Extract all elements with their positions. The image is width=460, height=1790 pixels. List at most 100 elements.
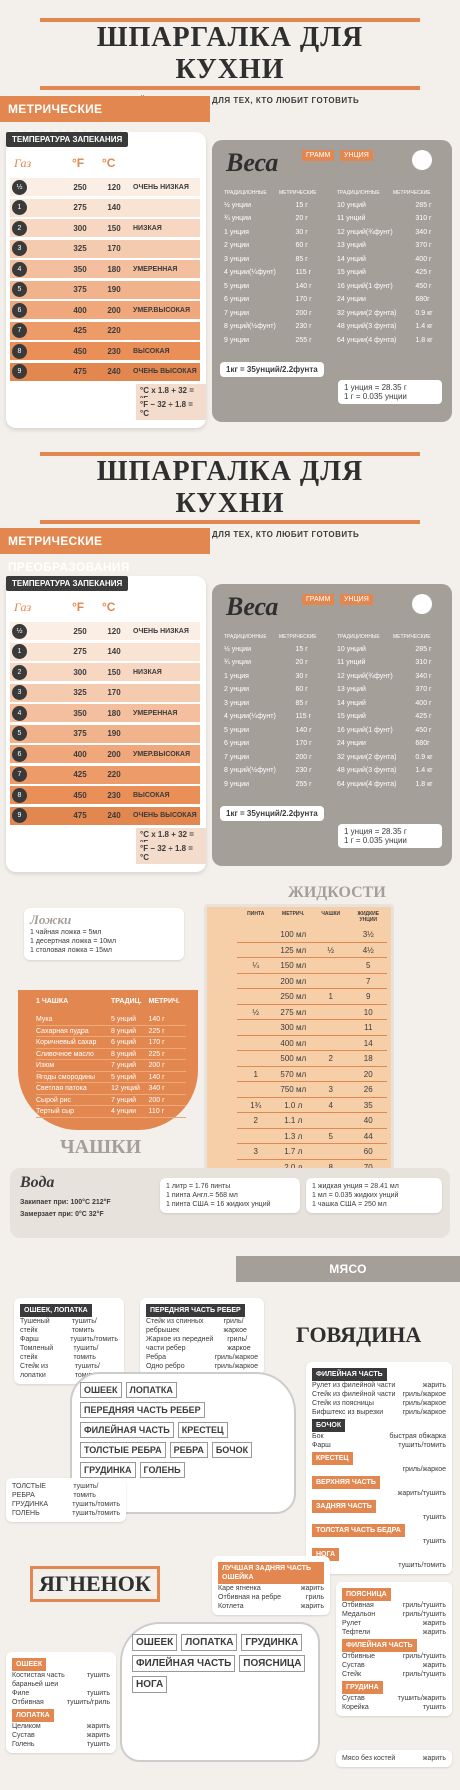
cups-metric: 200 г [148, 1062, 165, 1069]
oven-row: 9 475 240 ОЧЕНЬ ВЫСОКАЯ [10, 362, 200, 381]
cut-name: Целиком [12, 1723, 41, 1730]
cut-name: Сустав [342, 1662, 365, 1669]
cut-method: жарить [422, 1755, 446, 1762]
cut-name: Отбивная на ребре [218, 1594, 281, 1601]
weight-row: 32 унции(2 фунта) 0.9 кг [337, 309, 449, 323]
lamb-box-7: Мясо без костей жарить [336, 1750, 452, 1767]
cut-method: тушить/томить [73, 1345, 99, 1361]
header-2: ШПАРГАЛКА ДЛЯ КУХНИ УДОБНЫЙ СПРАВОЧНИК Д… [40, 452, 420, 539]
oven-desc: УМЕРЕННАЯ [133, 709, 178, 717]
oven-desc: ОЧЕНЬ НИЗКАЯ [133, 627, 189, 635]
liquids-cell: 11 [364, 1023, 373, 1032]
liquids-cell: ¼ [252, 961, 260, 970]
weight-metric: 255 г [295, 336, 312, 344]
weight-head-trad: ТРАДИЦИОННЫЕ [224, 190, 267, 196]
liquids-cell: 1¾ [250, 1100, 262, 1110]
weight-trad: 6 унции [224, 740, 250, 747]
lamb-box-6-rows: Целиком жарить Сустав жарить Голень тушить [12, 1722, 110, 1749]
beef-box-3-rows: Рулет из филейной части жарить Стейк из фи… [312, 1381, 446, 1417]
water-c2-2: 1 чашка США = 250 мл [312, 1201, 387, 1208]
weight-trad: 5 унции [224, 282, 250, 290]
liquids-cell: 400 мл [280, 1038, 307, 1048]
liquids-row: 1 570 мл 20 [237, 1067, 387, 1082]
lamb-box-2-rows: Отбивная гриль/тушить Медальон гриль/тушить… [342, 1601, 446, 1637]
oven-label-2: ТЕМПЕРАТУРА ЗАПЕКАНИЯ [6, 576, 129, 591]
lamb-diagram: ОШЕЕК ЛОПАТКА ГРУДИНКА ФИЛЕЙНАЯ ЧАСТЬ ПОЯСНИ… [120, 1622, 320, 1762]
cut-method: тушить [86, 1690, 110, 1697]
weight-left-col: ТРАДИЦИОННЫЕ МЕТРИЧЕСКИЕ ½ унции 15 г ¾ унци… [224, 188, 334, 349]
gas-mark-icon: 4 [12, 705, 27, 721]
weight-title-2: Веса [226, 592, 279, 621]
oven-desc: УМЕР.ВЫСОКАЯ [133, 750, 191, 758]
weight-row: 64 унции(4 фунта) 1.8 кг [337, 336, 449, 350]
lamb-cuts: ОШЕЕК ЛОПАТКА ГРУДИНКА ФИЛЕЙНАЯ ЧАСТЬ ПОЯСНИ… [132, 1634, 312, 1693]
liquids-cell: 35 [363, 1100, 373, 1110]
gas-mark-icon: 6 [12, 746, 27, 762]
oven-desc: ОЧЕНЬ ВЫСОКАЯ [133, 368, 197, 375]
beef-diagram: ОШЕЕК ЛОПАТКА ПЕРЕДНЯЯ ЧАСТЬ РЕБЕР ФИЛЕЙНАЯ… [70, 1372, 296, 1514]
weight-metric: 15 г [295, 645, 308, 653]
weight-trad: 16 унций(1 фунт) [337, 726, 393, 734]
cut-row: Голень тушить [12, 1740, 110, 1749]
gas-mark-icon: 9 [12, 364, 27, 379]
oven-c: 120 [107, 182, 121, 192]
weight-metric: 170 г [295, 296, 312, 303]
weight-trad: 7 унции [224, 753, 250, 761]
liquids-rows: 100 мл 3½ 125 мл ½ 4½ ¼ 150 мл 5 200 мл 7 250 мл 1 9… [237, 927, 387, 1175]
cut-name: Рулет [342, 1620, 361, 1627]
weight-row: 48 унций(3 фунта) 1.4 кг [337, 322, 449, 336]
liquids-row: 3 1.7 л 60 [237, 1144, 387, 1160]
cut-row: ГОЛЕНЬ тушить/томить [12, 1509, 120, 1518]
liquids-cell: 20 [363, 1069, 373, 1079]
water-conv-1: 1 литр = 1.76 пинты 1 пинта Англ.= 568 м… [160, 1178, 300, 1213]
weight-trad: 10 унций [337, 645, 366, 653]
cut-name: Корейка [342, 1704, 369, 1711]
beef-cut-label: ОШЕЕК [80, 1382, 122, 1398]
weight-row: 12 унций(¾фунт) 340 г [337, 228, 449, 242]
weight-trad: 14 унций [337, 255, 366, 263]
lamb-cut-label: ФИЛЕЙНАЯ ЧАСТЬ [132, 1655, 236, 1672]
liquids-cell: 2 [328, 1054, 333, 1063]
weight-head-trad: ТРАДИЦИОННЫЕ [337, 190, 380, 196]
liquids-cell: 2.0 л [284, 1162, 303, 1172]
liquids-headers: ПИНТА МЕТРИЧ. ЧАШКИ ЖИДКИЕ УНЦИИ [237, 911, 387, 923]
beef-box-5-rows: гриль/жаркое [312, 1465, 446, 1474]
cut-row: Фарш тушить/томить [20, 1335, 118, 1344]
weight-row: 1 унция 30 г [224, 228, 334, 242]
cups-item: Мука [36, 1016, 53, 1023]
oven-f: 275 [73, 203, 87, 212]
weight-metric: 20 г [295, 215, 308, 222]
cups-row: Сахарная пудра 8 унций 225 г [36, 1026, 186, 1037]
cups-trad: 5 унций [111, 1073, 137, 1081]
weight-trad: 1 унция [224, 228, 249, 236]
beef-box-3: ФИЛЕЙНАЯ ЧАСТЬ Рулет из филейной части жа… [306, 1362, 452, 1574]
weight-row: 2 унции 60 г [224, 241, 334, 255]
weight-metric: 1.4 кг [415, 767, 433, 774]
beef-box-8-rows: тушить [312, 1537, 446, 1546]
liquids-cell [237, 1129, 275, 1144]
water-conv-2: 1 жидкая унция = 28.41 мл 1 мл = 0.035 ж… [306, 1178, 442, 1213]
weight-trad: ½ унции [224, 201, 251, 209]
spoons-title: Ложки [30, 912, 72, 927]
weight-trad: 4 унции(¼фунт) [224, 713, 276, 720]
cut-name: Стейк из филейной части [312, 1391, 396, 1398]
oven-f: 475 [73, 367, 87, 376]
weight-tag-gram: ГРАММ [302, 150, 335, 161]
cups-h1: 1 ЧАШКА [36, 998, 69, 1005]
cut-method: гриль/тушить [402, 1653, 446, 1660]
weight-metric: 0.9 кг [415, 309, 433, 317]
cut-method: тушить/томить [398, 1562, 446, 1569]
weight-row: 3 унции 85 г [224, 255, 334, 269]
lamb-box-4-rows: Сустав тушить/жарить Корейка тушить [342, 1694, 446, 1712]
cut-row: Стейк из поясницы гриль/жаркое [312, 1399, 446, 1408]
oven-f: 450 [73, 790, 87, 800]
cut-name: Стейк [342, 1671, 362, 1678]
beef-box-6-head: ВЕРХНЯЯ ЧАСТЬ [312, 1476, 380, 1489]
cut-row: тушить/томить [312, 1561, 446, 1570]
oven-row: 8 450 230 ВЫСОКАЯ [10, 342, 200, 360]
liquids-cell [312, 1067, 350, 1082]
cut-row: Отбивная на ребре гриль [218, 1593, 324, 1602]
oven-f: 250 [73, 182, 87, 192]
cut-row: Бифштекс из вырезки гриль/жаркое [312, 1408, 446, 1417]
liquids-cell: 4 [328, 1100, 333, 1110]
